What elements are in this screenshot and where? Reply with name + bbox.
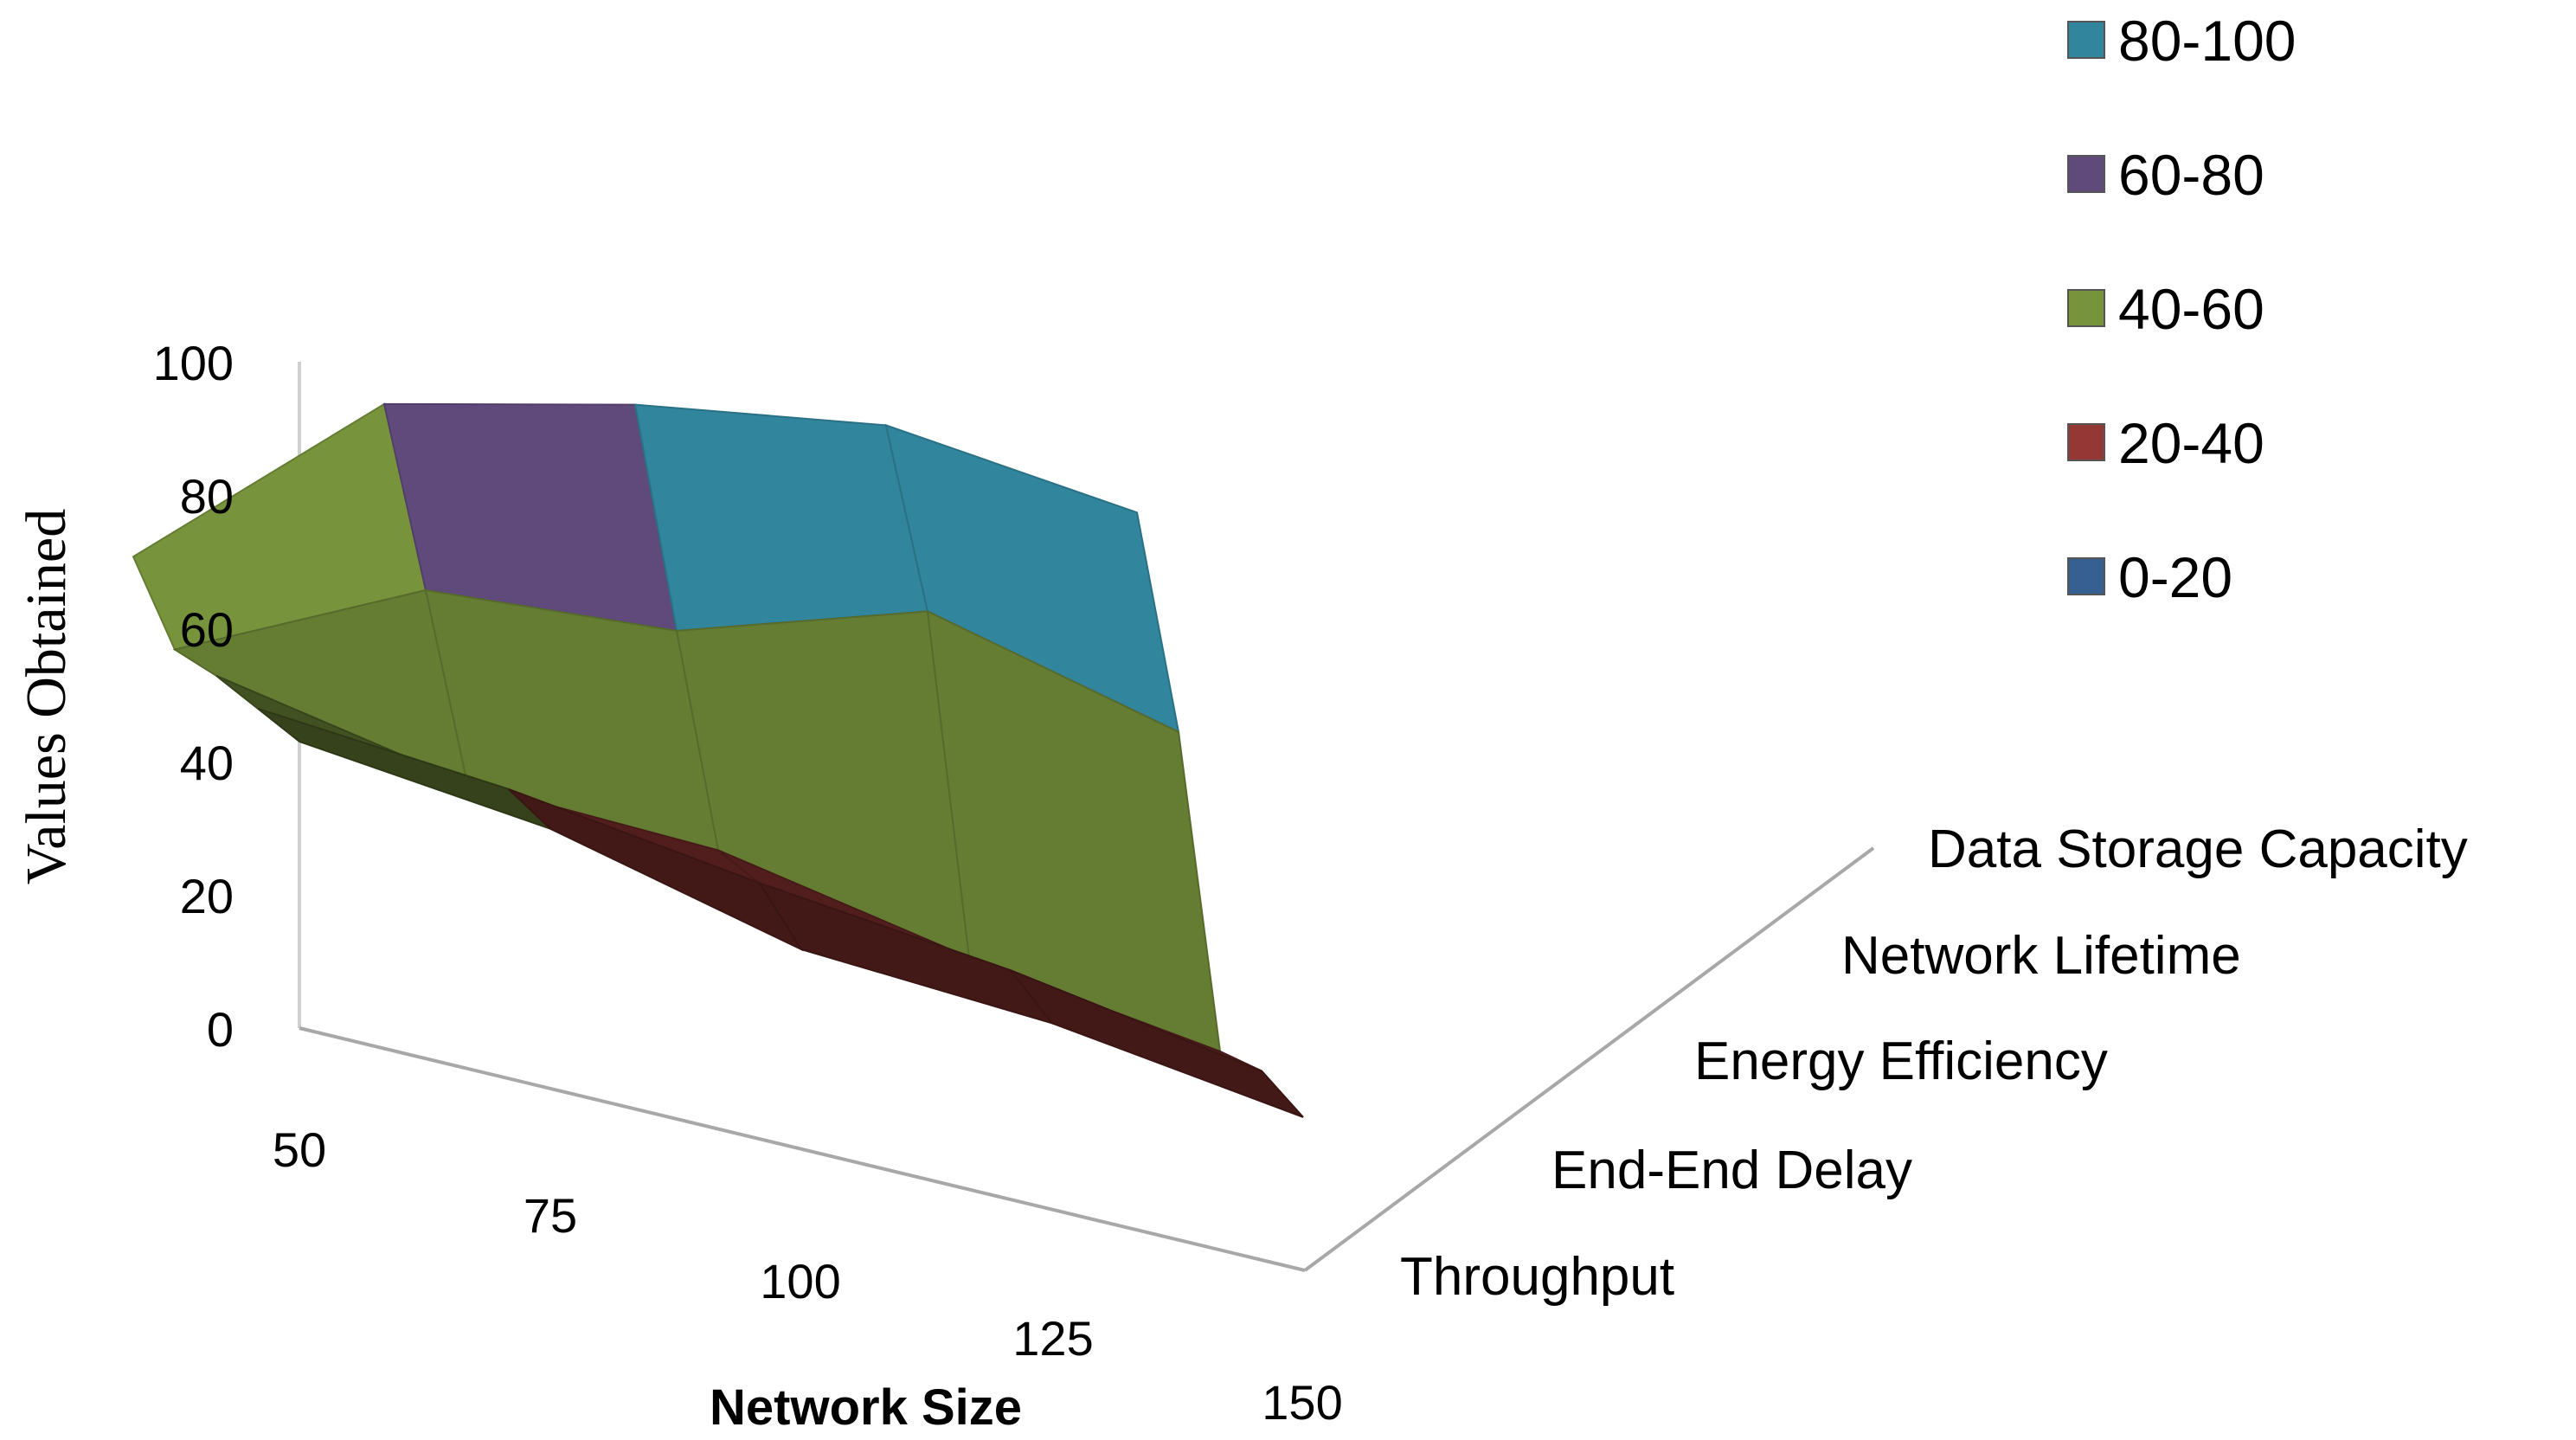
series-label: Throughput — [1400, 1247, 1674, 1307]
series-label: Energy Efficiency — [1694, 1032, 2108, 1091]
x-tick: 150 — [1262, 1375, 1342, 1430]
legend-label: 20-40 — [2118, 411, 2264, 475]
z-tick: 100 — [153, 336, 234, 390]
legend-label: 0-20 — [2118, 545, 2232, 609]
legend-swatch — [2067, 557, 2105, 595]
surface-cell — [1007, 968, 1304, 1118]
z-tick: 80 — [180, 469, 234, 524]
legend-swatch — [2067, 423, 2105, 461]
x-tick: 125 — [1012, 1311, 1093, 1366]
legend-swatch — [2067, 21, 2105, 59]
x-tick: 75 — [524, 1188, 577, 1243]
category-axis-ticks: 50 75 100 125 150 — [273, 1122, 1343, 1430]
category-axis-line — [299, 1026, 1306, 1272]
z-tick: 20 — [180, 869, 234, 923]
x-axis-title: Network Size — [710, 1379, 1022, 1436]
series-axis-line — [1303, 846, 1875, 1272]
surface-cell — [633, 403, 929, 632]
y-axis-title: Values Obtained — [15, 509, 78, 884]
x-tick: 50 — [273, 1122, 326, 1177]
series-label: Network Lifetime — [1841, 926, 2241, 986]
legend-swatch — [2067, 155, 2105, 193]
series-label: End-End Delay — [1551, 1141, 1912, 1200]
z-tick: 0 — [207, 1002, 234, 1057]
z-tick: 40 — [180, 736, 234, 790]
series-axis-labels: Throughput End-End Delay Energy Efficien… — [1400, 820, 2468, 1307]
value-axis-ticks: 0 20 40 60 80 100 — [153, 336, 234, 1057]
x-tick: 100 — [760, 1254, 840, 1308]
legend-label: 60-80 — [2118, 143, 2264, 207]
legend-swatch — [2067, 289, 2105, 327]
legend: 80-100 60-80 40-60 20-40 0-20 — [2067, 9, 2297, 609]
series-label: Data Storage Capacity — [1928, 820, 2468, 879]
surface-plot — [132, 402, 1304, 1118]
z-tick: 60 — [180, 602, 234, 657]
legend-label: 40-60 — [2118, 277, 2264, 341]
legend-label: 80-100 — [2118, 9, 2297, 73]
